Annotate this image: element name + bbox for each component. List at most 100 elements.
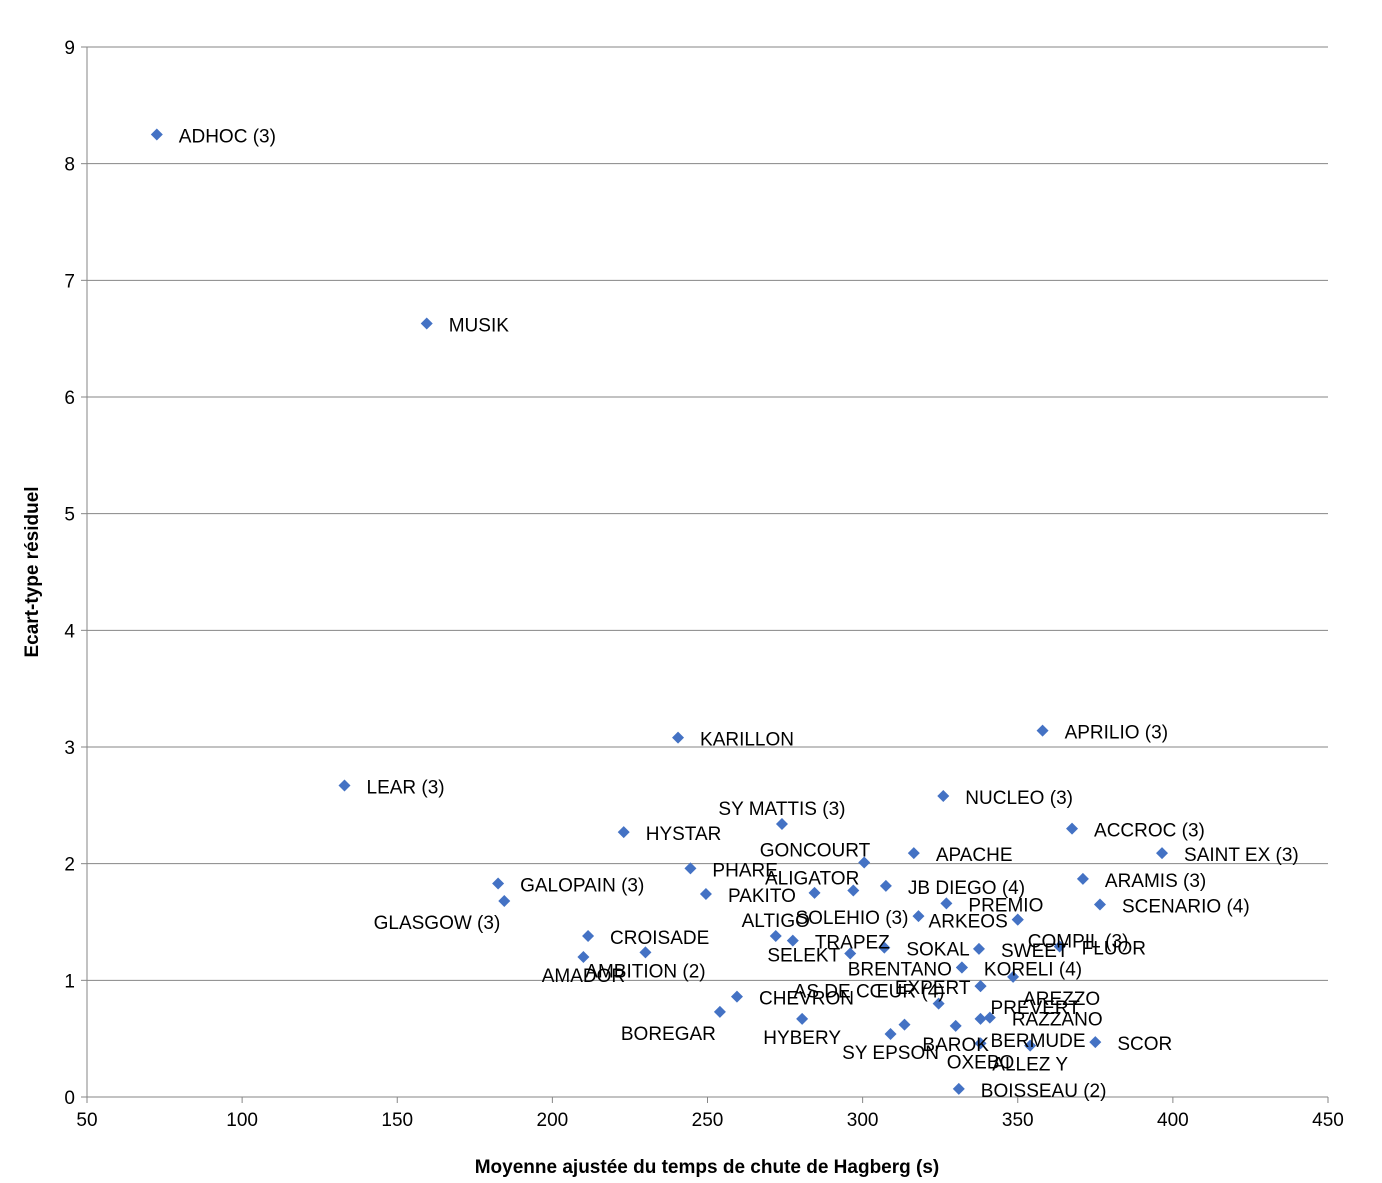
data-point	[808, 886, 821, 899]
data-point	[1089, 1036, 1102, 1049]
data-point	[932, 997, 945, 1010]
data-point	[879, 879, 892, 892]
data-label: SOLEHIO (3)	[795, 908, 908, 929]
data-label: EXPERT	[895, 978, 971, 999]
data-point	[983, 1011, 996, 1024]
data-point	[1076, 872, 1089, 885]
y-tick-label: 2	[64, 855, 75, 876]
data-point	[338, 779, 351, 792]
data-label: APACHE	[936, 845, 1013, 866]
x-tick-label: 100	[226, 1110, 258, 1131]
data-label: OXEBO	[947, 1052, 1015, 1073]
data-label: AREZZO	[1023, 989, 1100, 1010]
data-point	[1024, 1039, 1037, 1052]
data-point	[1011, 913, 1024, 926]
data-point	[639, 946, 652, 959]
data-label: CROISADE	[610, 928, 709, 949]
data-point	[577, 951, 590, 963]
x-tick-label: 300	[847, 1110, 879, 1131]
data-label: SY EPSON	[842, 1043, 939, 1064]
x-tick-label: 200	[537, 1110, 569, 1131]
data-label: ARKEOS	[929, 912, 1008, 933]
data-label: LEAR (3)	[367, 778, 445, 799]
x-tick-label: 150	[381, 1110, 413, 1131]
data-label: ALLEZ Y	[992, 1055, 1068, 1076]
data-label: SY MATTIS (3)	[718, 799, 845, 820]
data-label: SCOR	[1117, 1034, 1172, 1055]
data-point	[974, 1037, 987, 1050]
data-label: ALIGATOR	[765, 869, 859, 890]
data-label: PREMIO	[968, 895, 1043, 916]
data-point	[907, 847, 920, 860]
data-label: JB DIEGO (4)	[908, 878, 1025, 899]
y-tick-label: 9	[64, 38, 75, 59]
y-tick-label: 7	[64, 271, 75, 292]
y-tick-label: 5	[64, 505, 75, 526]
data-label: SAINT EX (3)	[1184, 845, 1299, 866]
data-label: HYBERY	[763, 1028, 841, 1049]
data-point	[912, 910, 925, 923]
data-label: ACCROC (3)	[1094, 821, 1205, 842]
data-label: KARILLON	[700, 730, 794, 751]
x-axis-title: Moyenne ajustée du temps de chute de Hag…	[475, 1157, 940, 1178]
y-axis-title: Ecart-type résiduel	[22, 486, 43, 657]
data-point	[847, 884, 860, 897]
data-label: CHEVRON	[759, 989, 854, 1010]
data-point	[878, 941, 891, 954]
data-label: PREVERT	[991, 998, 1081, 1019]
data-point	[150, 128, 163, 141]
data-point	[617, 826, 630, 839]
data-label: BRENTANO	[848, 960, 952, 981]
data-point	[1036, 724, 1049, 737]
data-label: APRILIO (3)	[1065, 723, 1168, 744]
data-label: SWEET	[1001, 941, 1069, 962]
y-tick-label: 4	[64, 621, 75, 642]
data-point	[775, 818, 788, 830]
data-label: BERMUDE	[991, 1031, 1086, 1052]
data-label: HYSTAR	[646, 824, 722, 845]
data-point	[699, 888, 712, 900]
data-point	[420, 317, 433, 330]
data-label: SELEKT	[767, 946, 840, 967]
data-label: ALTIGO	[742, 911, 810, 932]
data-point	[786, 934, 799, 947]
data-point	[492, 877, 505, 890]
data-label: ARAMIS (3)	[1105, 871, 1206, 892]
data-label: AS DE CŒUR (4)	[794, 982, 945, 1003]
data-label: ADHOC (3)	[179, 127, 276, 148]
data-label: NUCLEO (3)	[965, 788, 1073, 809]
data-point	[1156, 847, 1169, 860]
data-label: BAROK	[922, 1035, 989, 1056]
data-point	[769, 930, 782, 942]
data-label: KORELI (4)	[984, 960, 1082, 981]
data-label: GALOPAIN (3)	[520, 876, 644, 897]
data-label: RAZZANO	[1012, 1010, 1103, 1031]
data-point	[498, 895, 511, 907]
data-point	[884, 1028, 897, 1040]
data-label: PHARE	[712, 860, 777, 881]
data-label: COMPIL (3)	[1028, 932, 1129, 953]
data-label: PAKITO	[728, 886, 796, 907]
point-labels: ADHOC (3) MUSIK LEAR (3) KARILLON APRILIO (3…	[179, 127, 1299, 1102]
data-point	[952, 1082, 965, 1095]
x-tick-label: 350	[1002, 1110, 1034, 1131]
x-tick-label: 250	[692, 1110, 724, 1131]
data-point	[949, 1019, 962, 1032]
data-label: GLASGOW (3)	[374, 913, 501, 934]
data-label: AMBITION (2)	[585, 961, 705, 982]
data-point	[858, 856, 871, 869]
data-point	[974, 1012, 987, 1025]
data-point	[684, 862, 697, 875]
data-label: MUSIK	[449, 316, 510, 337]
data-label: BOISSEAU (2)	[981, 1081, 1107, 1102]
data-point	[974, 980, 987, 993]
data-label: FLUOR	[1082, 939, 1146, 960]
x-tick-label: 450	[1312, 1110, 1344, 1131]
data-label: BOREGAR	[621, 1024, 716, 1045]
data-point	[937, 790, 950, 802]
data-points	[150, 128, 1169, 1095]
data-point	[1053, 940, 1066, 953]
y-tick-label: 8	[64, 155, 75, 176]
data-label: GONCOURT	[760, 841, 871, 862]
